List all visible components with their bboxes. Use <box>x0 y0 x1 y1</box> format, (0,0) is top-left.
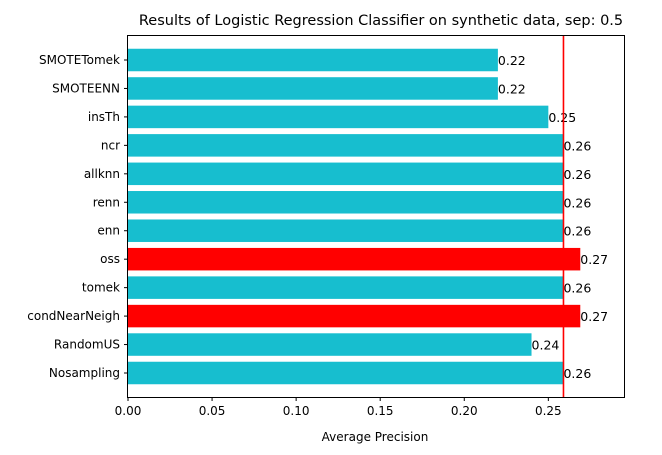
y-tick-label-oss: oss <box>100 252 120 266</box>
data-label-SMOTETomek: 0.22 <box>498 53 526 68</box>
data-label-Nosampling: 0.26 <box>563 366 591 381</box>
y-tick-label-SMOTETomek: SMOTETomek <box>39 53 120 67</box>
bar-Nosampling <box>128 361 564 385</box>
bar-allknn <box>128 162 564 186</box>
x-tick-label-0.05: 0.05 <box>199 404 226 418</box>
bar-SMOTETomek <box>128 48 498 72</box>
data-label-insTh: 0.25 <box>548 110 576 125</box>
y-axis: Nosampling RandomUS condNearNeigh tomek oss e… <box>27 53 128 380</box>
y-tick-label-renn: renn <box>93 195 120 209</box>
bar-renn <box>128 191 564 214</box>
y-tick-label-condNearNeigh: condNearNeigh <box>27 309 120 323</box>
data-label-allknn: 0.26 <box>563 167 591 182</box>
data-label-oss: 0.27 <box>580 252 608 267</box>
y-tick-label-RandomUS: RandomUS <box>54 338 120 352</box>
y-tick-label-SMOTEENN: SMOTEENN <box>52 81 120 95</box>
bar-insTh <box>128 105 549 129</box>
bar-RandomUS <box>128 333 532 356</box>
bar-SMOTEENN <box>128 77 498 100</box>
bar-oss <box>128 247 581 271</box>
bar-tomek <box>128 276 564 299</box>
y-tick-label-Nosampling: Nosampling <box>49 366 120 380</box>
y-tick-label-enn: enn <box>97 224 120 238</box>
bar-ncr <box>128 134 564 157</box>
bars-layer <box>128 48 581 385</box>
x-tick-label-0.15: 0.15 <box>367 404 394 418</box>
data-labels-layer: 0.260.240.270.260.270.260.260.260.260.25… <box>498 53 608 381</box>
data-label-renn: 0.26 <box>563 195 591 210</box>
data-label-RandomUS: 0.24 <box>532 338 560 353</box>
data-label-condNearNeigh: 0.27 <box>580 309 608 324</box>
y-tick-label-allknn: allknn <box>84 167 120 181</box>
data-label-tomek: 0.26 <box>563 281 591 296</box>
chart-title: Results of Logistic Regression Classifie… <box>139 13 623 29</box>
y-tick-label-tomek: tomek <box>82 281 120 295</box>
data-label-ncr: 0.26 <box>563 138 591 153</box>
plot-frame <box>127 35 625 398</box>
x-tick-label-0.10: 0.10 <box>283 404 310 418</box>
data-label-SMOTEENN: 0.22 <box>498 81 526 96</box>
x-tick-label-0.25: 0.25 <box>535 404 562 418</box>
data-label-enn: 0.26 <box>563 224 591 239</box>
x-tick-label-0.20: 0.20 <box>451 404 478 418</box>
y-tick-label-ncr: ncr <box>101 138 120 152</box>
x-axis: 0.00 0.05 0.10 0.15 0.20 0.25 <box>115 397 562 418</box>
y-tick-label-insTh: insTh <box>88 110 120 124</box>
x-tick-label-0.00: 0.00 <box>115 404 142 418</box>
x-axis-label: Average Precision <box>322 430 429 444</box>
bar-enn <box>128 219 564 242</box>
bar-condNearNeigh <box>128 304 581 328</box>
